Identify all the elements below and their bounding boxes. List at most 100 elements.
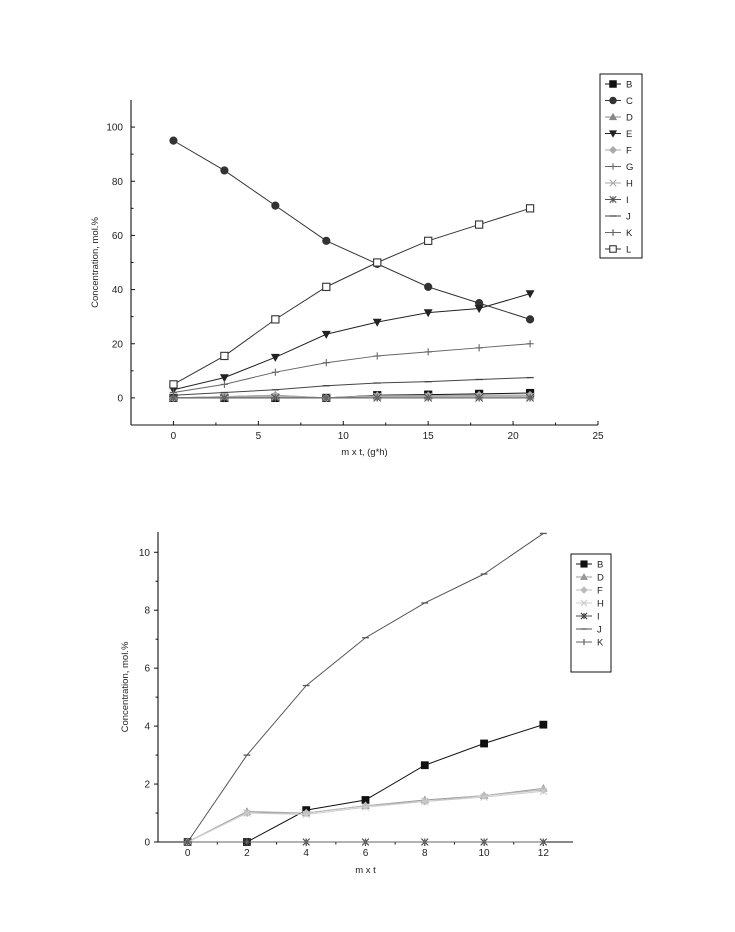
legend-marker-D xyxy=(608,112,618,121)
data-point-G xyxy=(373,352,381,360)
series-line-J xyxy=(173,377,531,396)
data-point-E xyxy=(423,309,433,318)
x-tick-label: 15 xyxy=(423,431,435,442)
x-tick-label: 4 xyxy=(303,848,309,859)
y-tick-label: 8 xyxy=(144,606,150,617)
data-point-C xyxy=(220,166,229,175)
data-point-G xyxy=(475,344,483,352)
series-C xyxy=(169,136,535,324)
series-line-J xyxy=(187,533,544,843)
series-line-L xyxy=(173,207,531,385)
legend-marker-L xyxy=(609,245,617,253)
data-point-L xyxy=(424,236,433,245)
series-E xyxy=(169,290,535,395)
data-point-H xyxy=(361,803,370,812)
x-tick-label: 0 xyxy=(171,431,177,442)
data-point-E xyxy=(321,330,331,339)
legend-marker-I xyxy=(609,195,617,204)
series-line-B xyxy=(187,724,544,843)
series-K xyxy=(186,838,545,846)
x-tick-label: 20 xyxy=(508,431,520,442)
data-point-L xyxy=(271,315,280,324)
data-point-B xyxy=(480,739,488,748)
data-point-G xyxy=(526,340,534,348)
chart-2: 0 2 4 6 8 10 12 0 2 4 6 8 10 m x t Concentration, mol.… xyxy=(120,532,612,876)
data-point-E xyxy=(525,290,535,299)
legend-label-H: H xyxy=(626,179,633,190)
data-point-G xyxy=(322,359,330,367)
series-B xyxy=(183,720,548,846)
data-point-E xyxy=(372,318,382,327)
y-tick-label: 4 xyxy=(144,722,150,733)
legend-box xyxy=(570,553,612,673)
data-point-L xyxy=(169,380,178,389)
y-tick-label: 20 xyxy=(112,339,124,350)
x-tick-label: 25 xyxy=(592,431,604,442)
data-point-C xyxy=(525,315,535,324)
legend-marker-B xyxy=(609,80,617,88)
legend-label-I: I xyxy=(626,195,629,206)
legend-marker-C xyxy=(609,96,617,105)
legend-marker-D xyxy=(580,572,588,580)
x-tick-label: 5 xyxy=(256,431,262,442)
data-point-G xyxy=(424,348,432,356)
y-tick-label: 40 xyxy=(112,285,124,296)
y-tick-label: 6 xyxy=(144,664,150,675)
legend-label-B: B xyxy=(626,80,632,91)
x-tick-label: 10 xyxy=(338,431,350,442)
y-tick-label: 0 xyxy=(144,838,150,849)
data-point-B xyxy=(420,761,429,770)
legend-label-L: L xyxy=(626,245,631,256)
legend-label-G: G xyxy=(626,162,633,173)
data-point-B xyxy=(539,720,548,729)
y-axis-title: Concentration, mol.% xyxy=(90,217,101,308)
legend-marker-E xyxy=(608,130,618,138)
data-point-F xyxy=(539,785,548,794)
x-tick-label: 0 xyxy=(185,848,191,859)
legend-label-J: J xyxy=(597,625,602,636)
data-point-H xyxy=(302,810,311,819)
data-point-L xyxy=(373,258,382,267)
legend-marker-H xyxy=(609,179,617,187)
data-point-G xyxy=(220,380,228,388)
legend-marker-I xyxy=(580,612,588,620)
data-point-H xyxy=(539,787,548,796)
data-point-H xyxy=(480,793,488,801)
data-point-C xyxy=(271,201,280,210)
data-point-L xyxy=(525,204,535,213)
x-tick-label: 10 xyxy=(479,848,491,859)
x-axis-title: m x t, (g*h) xyxy=(341,447,387,458)
series-K xyxy=(172,394,531,402)
data-point-L xyxy=(474,220,484,229)
y-tick-label: 60 xyxy=(112,231,124,242)
series-line-G xyxy=(173,343,531,393)
x-axis-title: m x t xyxy=(355,865,376,876)
data-point-E xyxy=(270,353,280,362)
data-point-G xyxy=(271,368,279,376)
y-tick-label: 10 xyxy=(139,548,151,559)
legend-label-K: K xyxy=(626,228,633,239)
series-G xyxy=(169,340,534,397)
legend-marker-F xyxy=(609,146,617,154)
legend-label-B: B xyxy=(597,560,603,571)
data-point-C xyxy=(169,136,178,145)
series-line-C xyxy=(173,140,531,320)
data-point-C xyxy=(322,236,331,245)
legend-label-C: C xyxy=(626,96,633,107)
legend-label-E: E xyxy=(626,129,632,140)
y-tick-label: 2 xyxy=(144,780,150,791)
series-D xyxy=(183,783,548,846)
legend-label-H: H xyxy=(597,599,604,610)
y-tick-label: 0 xyxy=(117,393,123,404)
legend-label-K: K xyxy=(597,638,604,649)
legend-label-D: D xyxy=(626,113,633,124)
legend-marker-B xyxy=(580,560,588,568)
x-tick-label: 8 xyxy=(422,848,428,859)
legend-marker-G xyxy=(609,163,617,170)
data-point-C xyxy=(424,282,433,291)
legend-label-D: D xyxy=(597,573,604,584)
x-tick-label: 2 xyxy=(244,848,250,859)
